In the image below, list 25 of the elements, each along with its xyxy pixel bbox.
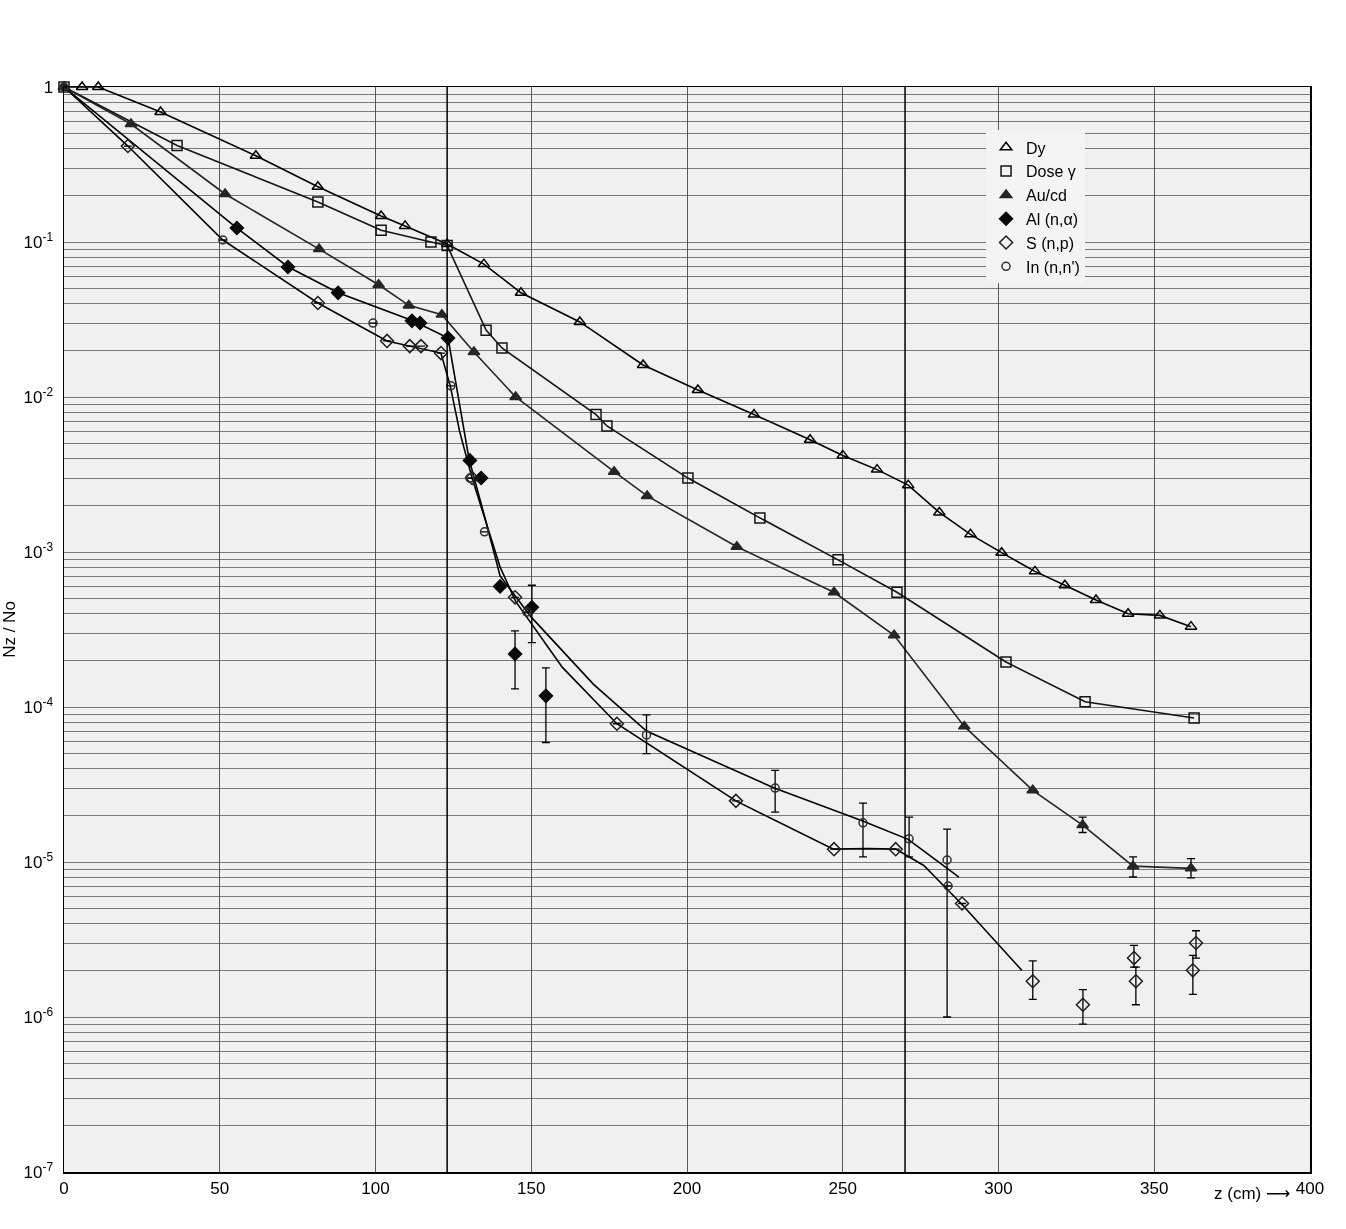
legend-label: Al (n,α) bbox=[1026, 210, 1078, 228]
y-tick-label: 10$^{-4}$ bbox=[23, 694, 54, 717]
x-tick-label: 400 bbox=[1295, 1178, 1325, 1198]
legend-label: Dose γ bbox=[1026, 163, 1076, 181]
y-tick-label: 10$^{-6}$ bbox=[23, 1004, 54, 1027]
y-tick-label: 10$^{-2}$ bbox=[23, 384, 54, 407]
y-tick-label: 10$^{-7}$ bbox=[23, 1159, 54, 1182]
y-tick-label: 10$^{-3}$ bbox=[23, 539, 54, 562]
y-tick-label: 1 bbox=[43, 77, 54, 97]
legend-label: Dy bbox=[1026, 139, 1046, 157]
legend-label: In (n,n') bbox=[1026, 258, 1080, 276]
x-tick-label: 150 bbox=[517, 1178, 546, 1198]
x-axis-title: z (cm) ⟶ bbox=[1214, 1184, 1291, 1203]
x-tick-label: 350 bbox=[1140, 1178, 1169, 1198]
x-tick-label: 300 bbox=[984, 1178, 1013, 1198]
y-tick-label: 10$^{-5}$ bbox=[23, 849, 54, 872]
x-tick-label: 0 bbox=[59, 1178, 69, 1198]
y-tick-label: 10$^{-1}$ bbox=[23, 229, 54, 252]
x-tick-label: 200 bbox=[672, 1178, 702, 1198]
x-tick-label: 100 bbox=[361, 1178, 390, 1198]
y-axis-title: Nz / No bbox=[0, 601, 19, 658]
x-tick-label: 250 bbox=[828, 1178, 857, 1198]
legend-label: Au/cd bbox=[1026, 187, 1067, 205]
x-tick-label: 50 bbox=[210, 1178, 230, 1198]
legend-label: S (n,p) bbox=[1026, 234, 1075, 252]
